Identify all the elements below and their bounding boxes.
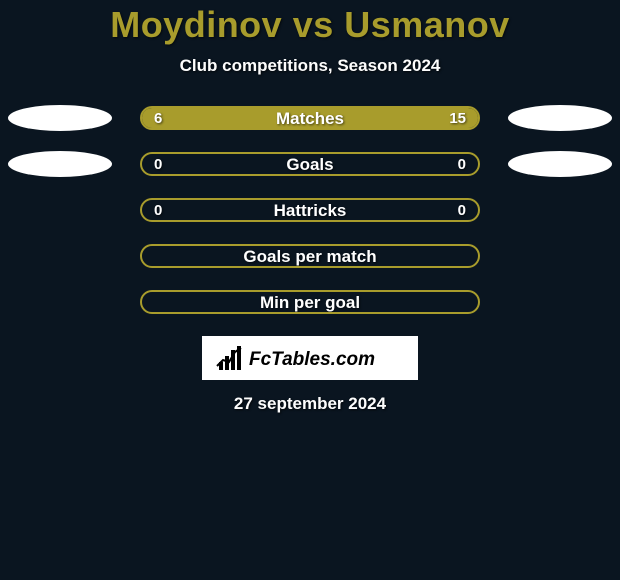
brand-logo[interactable]: FcTables.com — [202, 336, 418, 380]
brand-logo-text: FcTables.com — [249, 349, 375, 370]
stat-label: Matches — [142, 108, 478, 130]
stat-bar: 00Hattricks — [140, 198, 480, 222]
stat-row: Goals per match — [0, 244, 620, 268]
stat-rows: 615Matches 00Goals 00Hattricks Goals per ma… — [0, 106, 620, 314]
footer-date: 27 september 2024 — [0, 394, 620, 414]
stat-label: Min per goal — [142, 292, 478, 314]
stat-bar: 615Matches — [140, 106, 480, 130]
stat-label: Hattricks — [142, 200, 478, 222]
stat-row: Min per goal — [0, 290, 620, 314]
stat-label: Goals — [142, 154, 478, 176]
stat-bar: Min per goal — [140, 290, 480, 314]
player-left-dot — [8, 151, 112, 177]
stat-row: 00Goals — [0, 152, 620, 176]
subtitle: Club competitions, Season 2024 — [0, 56, 620, 76]
comparison-widget: Moydinov vs Usmanov Club competitions, S… — [0, 0, 620, 414]
stat-bar: 00Goals — [140, 152, 480, 176]
stat-row: 00Hattricks — [0, 198, 620, 222]
stat-row: 615Matches — [0, 106, 620, 130]
player-right-dot — [508, 151, 612, 177]
page-title: Moydinov vs Usmanov — [0, 4, 620, 46]
stat-bar: Goals per match — [140, 244, 480, 268]
player-left-dot — [8, 105, 112, 131]
player-right-dot — [508, 105, 612, 131]
stat-label: Goals per match — [142, 246, 478, 268]
